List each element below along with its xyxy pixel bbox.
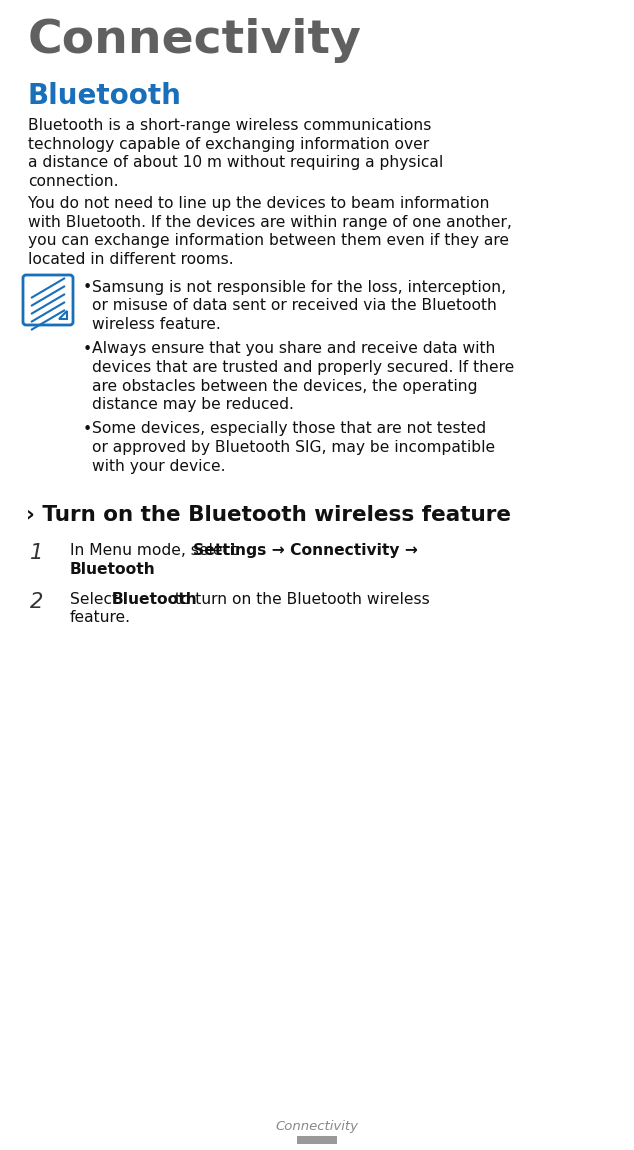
Text: feature.: feature. [70, 611, 131, 626]
Text: Settings → Connectivity →: Settings → Connectivity → [193, 543, 418, 558]
Text: •: • [83, 422, 93, 437]
Text: to turn on the Bluetooth wireless: to turn on the Bluetooth wireless [170, 592, 429, 607]
Text: wireless feature.: wireless feature. [92, 317, 221, 332]
Text: Connectivity: Connectivity [276, 1120, 358, 1133]
Text: a distance of about 10 m without requiring a physical: a distance of about 10 m without requiri… [28, 155, 443, 170]
Text: › Turn on the Bluetooth wireless feature: › Turn on the Bluetooth wireless feature [26, 505, 511, 526]
Bar [297, 1136, 337, 1144]
Text: technology capable of exchanging information over: technology capable of exchanging informa… [28, 137, 429, 152]
Text: •: • [83, 279, 93, 296]
Text: Bluetooth is a short-range wireless communications: Bluetooth is a short-range wireless comm… [28, 118, 431, 133]
Text: Samsung is not responsible for the loss, interception,: Samsung is not responsible for the loss,… [92, 279, 506, 296]
Text: or approved by Bluetooth SIG, may be incompatible: or approved by Bluetooth SIG, may be inc… [92, 440, 495, 455]
Text: In Menu mode, select: In Menu mode, select [70, 543, 242, 558]
Text: you can exchange information between them even if they are: you can exchange information between the… [28, 233, 509, 248]
Text: connection.: connection. [28, 174, 119, 189]
Text: .: . [129, 561, 133, 576]
Text: with Bluetooth. If the devices are within range of one another,: with Bluetooth. If the devices are withi… [28, 215, 512, 230]
Text: •: • [83, 342, 93, 356]
Text: with your device.: with your device. [92, 459, 226, 474]
Text: You do not need to line up the devices to beam information: You do not need to line up the devices t… [28, 196, 489, 210]
Text: 2: 2 [30, 592, 44, 612]
FancyBboxPatch shape [23, 275, 73, 325]
Text: Bluetooth: Bluetooth [111, 592, 197, 607]
Text: Select: Select [70, 592, 123, 607]
Polygon shape [59, 310, 67, 319]
Text: or misuse of data sent or received via the Bluetooth: or misuse of data sent or received via t… [92, 299, 497, 314]
Text: distance may be reduced.: distance may be reduced. [92, 397, 294, 412]
Text: located in different rooms.: located in different rooms. [28, 252, 233, 267]
Text: Bluetooth: Bluetooth [70, 561, 156, 576]
Text: devices that are trusted and properly secured. If there: devices that are trusted and properly se… [92, 360, 514, 375]
Text: are obstacles between the devices, the operating: are obstacles between the devices, the o… [92, 378, 477, 393]
Text: Connectivity: Connectivity [28, 18, 362, 63]
Text: Some devices, especially those that are not tested: Some devices, especially those that are … [92, 422, 486, 437]
Text: Bluetooth: Bluetooth [28, 82, 182, 110]
Text: 1: 1 [30, 543, 44, 564]
Text: Always ensure that you share and receive data with: Always ensure that you share and receive… [92, 342, 495, 356]
